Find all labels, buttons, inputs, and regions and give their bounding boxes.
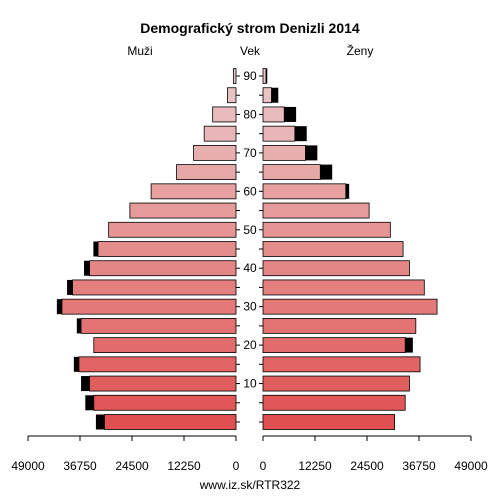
male-bar [97, 241, 237, 257]
x-tick-label-left: 24500 [115, 459, 149, 473]
male-bar [93, 394, 237, 411]
age-group-50-54 [108, 221, 391, 238]
male-surplus-bar [85, 395, 94, 411]
male-bar [150, 183, 237, 200]
x-tick-label-left: 0 [233, 459, 240, 473]
female-bar [262, 221, 391, 238]
female-bar [262, 414, 395, 430]
age-tick-label: 70 [243, 146, 257, 160]
male-surplus-bar [73, 356, 79, 372]
female-bar [262, 279, 425, 296]
age-tick-label: 90 [243, 69, 257, 83]
female-bar [262, 183, 347, 200]
male-bar [104, 414, 237, 430]
female-bar [262, 144, 306, 161]
age-group-15-19 [73, 356, 421, 373]
x-tick-label-left: 49000 [11, 459, 45, 473]
female-surplus-bar [405, 337, 413, 353]
male-bar [78, 356, 237, 373]
age-group-85-89 [227, 87, 279, 104]
left-axis-label: Muži [127, 44, 152, 58]
male-surplus-bar [95, 414, 105, 430]
male-bar [89, 260, 237, 277]
age-tick-label: 40 [243, 261, 257, 275]
male-surplus-bar [93, 241, 99, 257]
male-surplus-bar [67, 279, 73, 295]
male-bar [61, 298, 237, 315]
age-group-70-74 [193, 144, 318, 161]
x-tick-label-right: 12250 [298, 459, 332, 473]
age-tick-label: 30 [243, 300, 257, 314]
female-bar [262, 125, 296, 142]
female-bar [262, 375, 410, 392]
female-bar [262, 260, 410, 277]
female-bar [262, 337, 406, 354]
age-group-5-9 [85, 394, 406, 411]
x-tick-label-left: 36750 [63, 459, 97, 473]
male-bar [129, 202, 237, 219]
male-bar [108, 221, 237, 238]
male-bar [227, 87, 237, 104]
female-surplus-bar [320, 164, 333, 180]
female-surplus-bar [271, 87, 279, 103]
female-bar [262, 106, 285, 123]
age-tick-label: 50 [243, 223, 257, 237]
chart-title: Demografický strom Denizli 2014 [140, 20, 360, 36]
center-axis-label: Vek [240, 44, 261, 58]
female-surplus-bar [284, 106, 297, 122]
x-tick-label-right: 24500 [350, 459, 384, 473]
female-bar [262, 68, 267, 84]
age-group-55-59 [129, 202, 370, 219]
footer-url: www.iz.sk/RTR322 [199, 478, 301, 492]
male-bar [80, 317, 237, 334]
male-surplus-bar [56, 299, 62, 315]
age-tick-label: 20 [243, 338, 257, 352]
female-bar [262, 87, 272, 104]
male-surplus-bar [81, 376, 90, 392]
female-surplus-bar [305, 145, 318, 161]
female-bar [262, 394, 406, 411]
right-axis-label: Ženy [347, 43, 374, 58]
male-surplus-bar [76, 318, 82, 334]
age-group-80-84 [212, 106, 297, 123]
x-tick-label-right: 36750 [402, 459, 436, 473]
x-tick-label-left: 12250 [167, 459, 201, 473]
age-tick-label: 10 [243, 377, 257, 391]
female-bar [262, 298, 438, 315]
age-group-25-29 [76, 317, 417, 334]
male-surplus-bar [84, 260, 90, 276]
age-group-30-34 [56, 298, 438, 315]
male-bar [203, 125, 237, 142]
age-group-45-49 [93, 241, 404, 257]
male-bar [72, 279, 237, 296]
x-tick-label-right: 49000 [454, 459, 488, 473]
age-tick-label: 60 [243, 184, 257, 198]
male-bar [193, 144, 237, 161]
female-surplus-bar [265, 68, 268, 84]
bars-group [56, 68, 438, 430]
age-group-40-44 [84, 260, 410, 277]
age-tick-label: 80 [243, 107, 257, 121]
female-bar [262, 202, 370, 219]
age-group-75-79 [203, 125, 307, 142]
age-group-35-39 [67, 279, 425, 296]
male-bar [93, 337, 237, 354]
male-bar [212, 106, 237, 123]
male-bar [89, 375, 237, 392]
male-bar [176, 164, 237, 181]
age-group-65-69 [176, 164, 333, 181]
female-surplus-bar [345, 183, 350, 199]
female-bar [262, 356, 421, 373]
female-bar [262, 164, 321, 181]
axes-group: 49000 36750 24500 12250 0 0 12250 24500 36750 490… [11, 69, 488, 473]
female-bar [262, 241, 404, 257]
age-group-0-4 [95, 414, 395, 430]
female-surplus-bar [294, 126, 307, 142]
male-bar [233, 68, 237, 84]
x-tick-label-right: 0 [260, 459, 267, 473]
female-bar [262, 317, 417, 334]
